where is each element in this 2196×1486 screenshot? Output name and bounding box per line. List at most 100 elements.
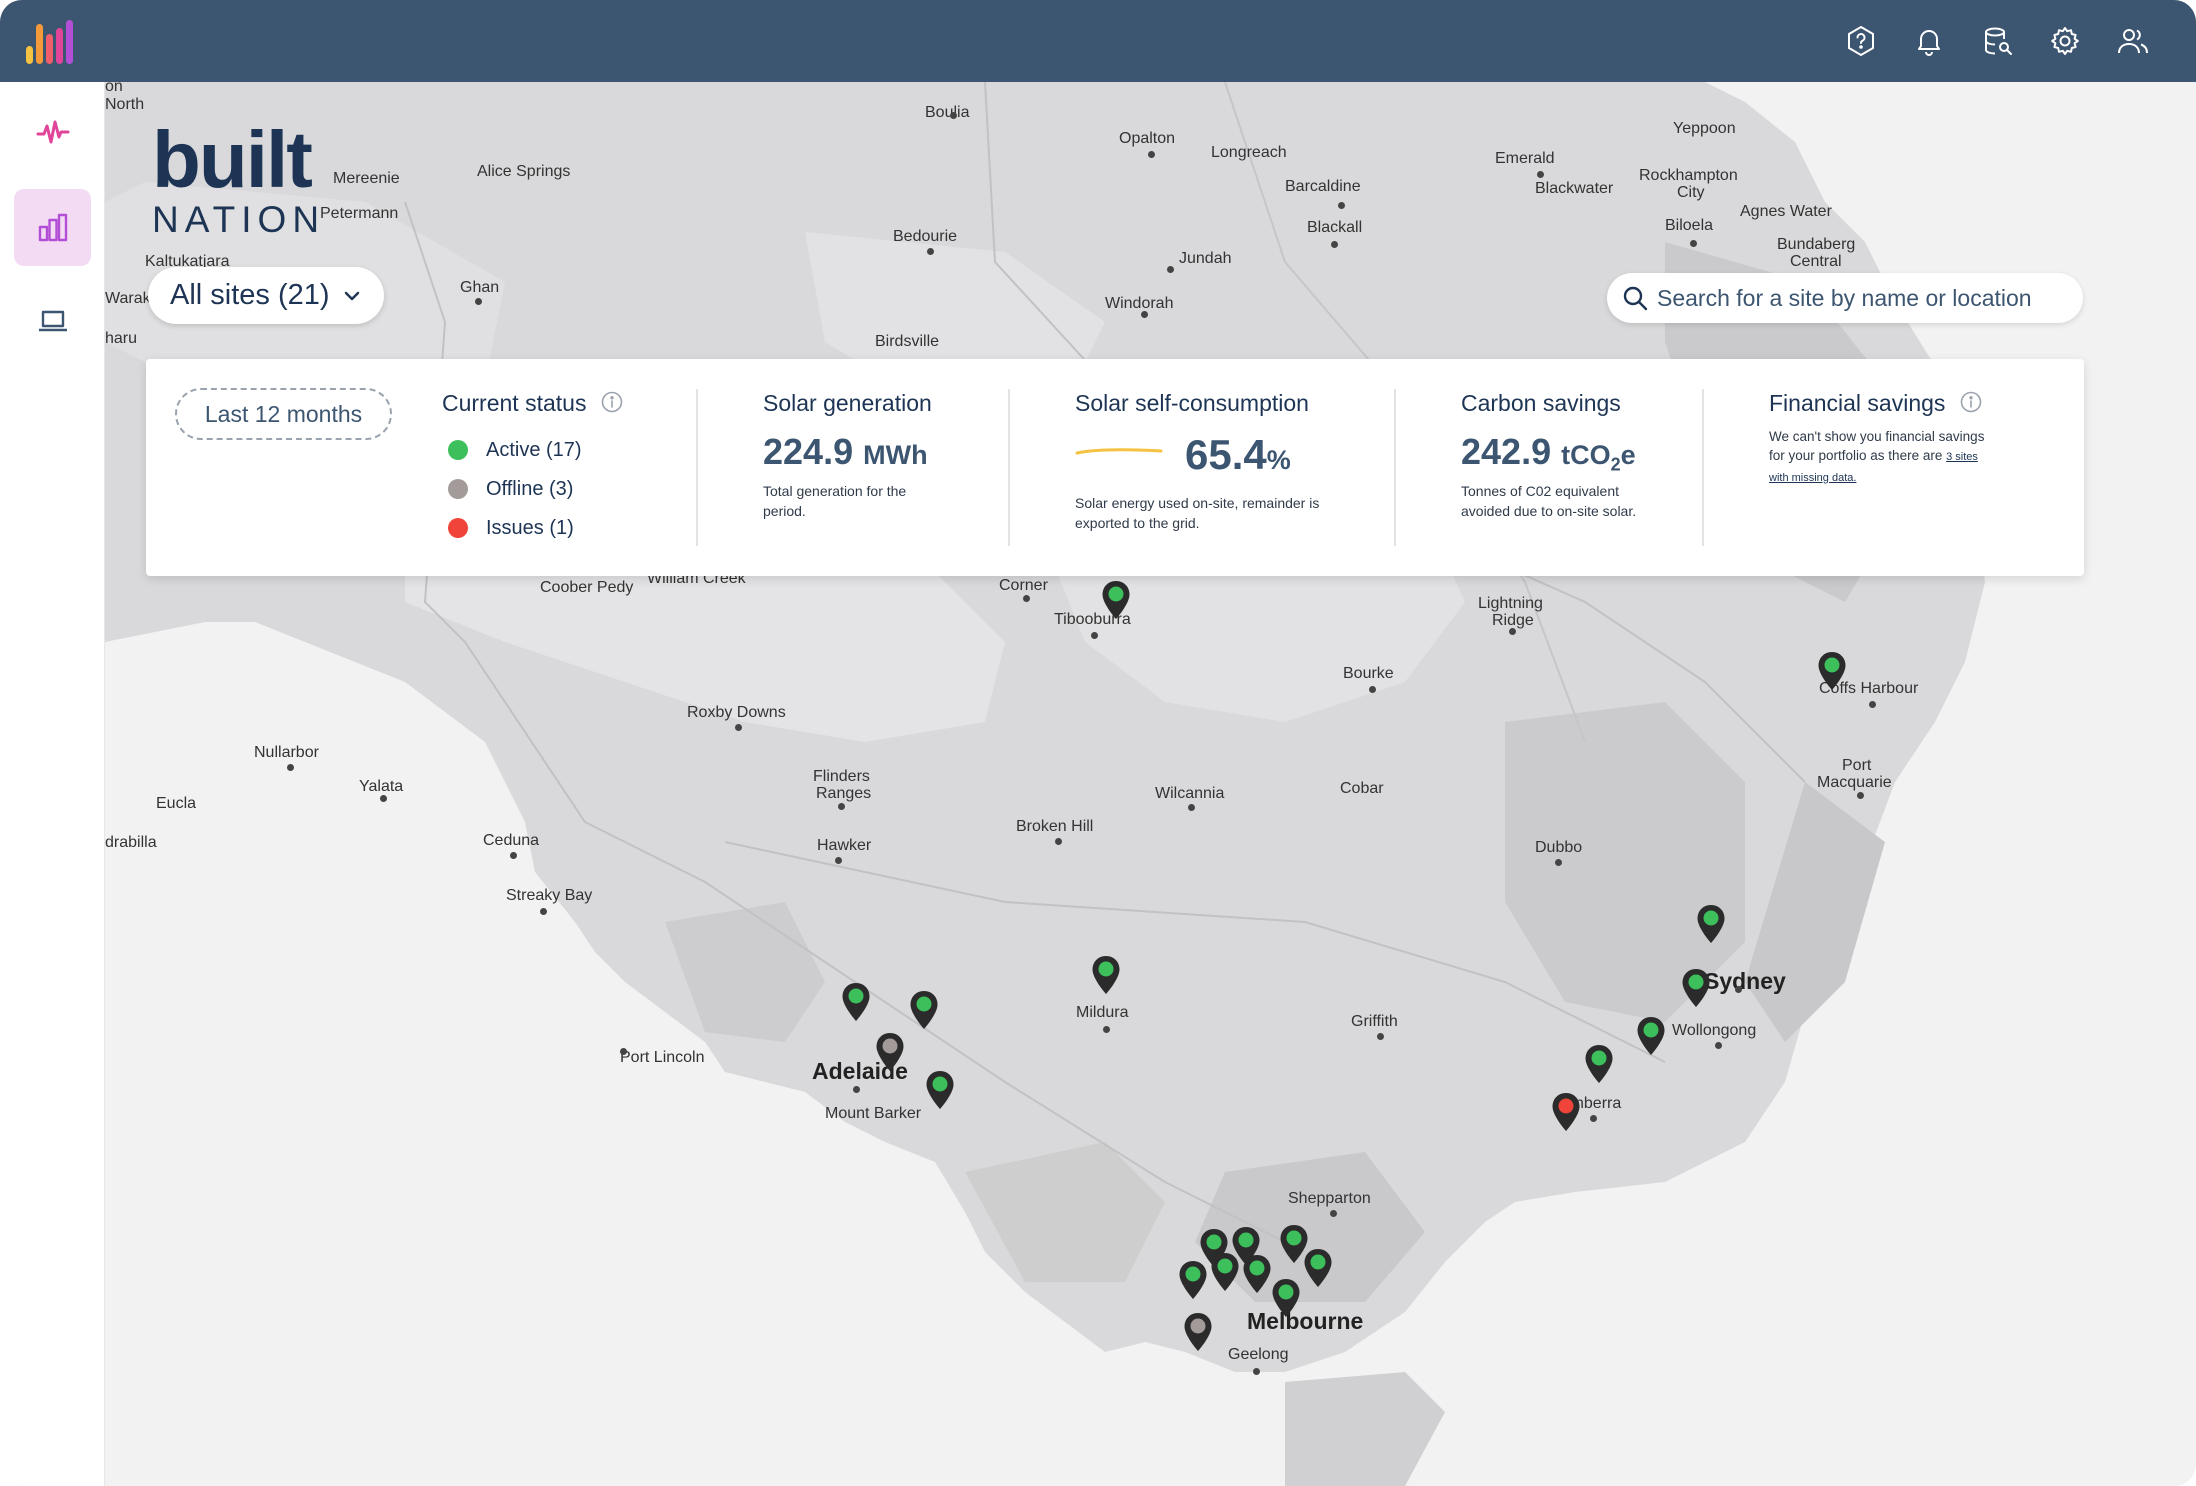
site-pin[interactable]	[1279, 1224, 1309, 1264]
site-pin[interactable]	[1231, 1226, 1261, 1266]
town-dot	[1715, 1042, 1722, 1049]
place-label: Flinders	[813, 768, 870, 785]
site-search	[1607, 273, 2083, 323]
place-label: Griffith	[1351, 1013, 1398, 1030]
town-dot	[1331, 241, 1338, 248]
site-pin[interactable]	[1551, 1092, 1581, 1132]
carbon-savings-number: 242.9	[1461, 431, 1552, 472]
town-dot	[853, 1086, 860, 1093]
status-label-active: Active (17)	[486, 438, 582, 461]
brand-line-2: NATION	[152, 199, 326, 240]
financial-savings-desc: We can't show you financial savings for …	[1769, 427, 1989, 488]
site-pin[interactable]	[1183, 1312, 1213, 1352]
map-pin-icon	[1637, 1017, 1665, 1055]
place-label: Petermann	[320, 205, 399, 222]
map-pin-icon	[1243, 1255, 1271, 1293]
users-icon[interactable]	[2114, 22, 2152, 60]
town-dot	[1857, 792, 1864, 799]
carbon-unit-main: tCO	[1561, 440, 1611, 470]
place-label: Boulia	[925, 104, 970, 121]
map-pin-icon	[1272, 1279, 1300, 1317]
place-label: Nullarbor	[254, 744, 319, 761]
carbon-unit-suffix: e	[1620, 440, 1636, 470]
site-pin[interactable]	[1271, 1278, 1301, 1318]
site-pin[interactable]	[1681, 968, 1711, 1008]
site-pin[interactable]	[1696, 904, 1726, 944]
town-dot	[1253, 1368, 1260, 1375]
sites-filter-dropdown[interactable]: All sites (21)	[148, 267, 384, 324]
site-pin[interactable]	[1178, 1260, 1208, 1300]
self-consumption-desc: Solar energy used on-site, remainder is …	[1075, 495, 1320, 531]
info-icon[interactable]	[601, 391, 623, 413]
chevron-down-icon	[344, 291, 359, 300]
place-label: Yalata	[359, 778, 404, 795]
place-label: Wollongong	[1672, 1022, 1757, 1039]
town-dot	[1148, 151, 1155, 158]
place-label: Wilcannia	[1155, 785, 1225, 802]
site-pin[interactable]	[1636, 1016, 1666, 1056]
map-pin-icon	[876, 1033, 904, 1071]
place-label: Dubbo	[1535, 839, 1583, 856]
missing-data-link[interactable]: 3 sites with missing data.	[1769, 451, 1978, 484]
site-pin[interactable]	[1210, 1252, 1240, 1292]
sidebar-item-devices[interactable]	[14, 282, 91, 359]
activity-icon	[36, 120, 69, 143]
town-dot	[287, 764, 294, 771]
town-dot	[540, 908, 547, 915]
site-pin[interactable]	[925, 1070, 955, 1110]
place-label: Coffs Harbour	[1819, 680, 1919, 697]
site-pin[interactable]	[875, 1032, 905, 1072]
solar-generation-value: 224.9 MWh	[763, 431, 928, 473]
status-label-issues: Issues (1)	[486, 516, 574, 539]
site-pin[interactable]	[1101, 580, 1131, 620]
site-pin[interactable]	[909, 990, 939, 1030]
self-consumption-title: Solar self-consumption	[1075, 390, 1309, 416]
map-pin-icon	[1682, 969, 1710, 1007]
town-dot	[1735, 986, 1742, 993]
place-label: Ridge	[1492, 612, 1534, 629]
town-dot	[735, 724, 742, 731]
carbon-savings-desc: Tonnes of C02 equivalent avoided due to …	[1461, 483, 1637, 519]
map-pin-icon	[926, 1071, 954, 1109]
place-label: haru	[105, 330, 138, 347]
place-label: Yeppoon	[1673, 120, 1736, 137]
town-dot	[1377, 1033, 1384, 1040]
site-pin[interactable]	[1817, 651, 1847, 691]
town-dot	[1338, 202, 1345, 209]
site-pin[interactable]	[1091, 955, 1121, 995]
map-pin-icon	[1697, 905, 1725, 943]
place-label: Mereenie	[333, 170, 400, 187]
map-pin-icon	[1092, 956, 1120, 994]
site-pin[interactable]	[1584, 1044, 1614, 1084]
place-label: Agnes Water	[1740, 203, 1832, 220]
period-selector-button[interactable]: Last 12 months	[175, 388, 392, 440]
place-label: Emerald	[1495, 150, 1555, 167]
current-status-title-text: Current status	[442, 390, 587, 416]
place-label: Mount Barker	[825, 1105, 922, 1122]
gear-icon[interactable]	[2046, 22, 2084, 60]
town-dot	[1555, 859, 1562, 866]
bell-icon[interactable]	[1910, 22, 1948, 60]
database-search-icon[interactable]	[1978, 22, 2016, 60]
self-consumption-value: 65.4%	[1185, 431, 1291, 479]
self-consumption-sparkline	[1075, 448, 1163, 455]
town-dot	[1330, 1210, 1337, 1217]
site-pin[interactable]	[1242, 1254, 1272, 1294]
map-pin-icon	[1184, 1313, 1212, 1351]
site-pin[interactable]	[841, 982, 871, 1022]
info-icon[interactable]	[1960, 391, 1982, 413]
current-status-title: Current status	[442, 390, 623, 417]
help-hexagon-icon[interactable]	[1842, 22, 1880, 60]
sidebar-item-activity[interactable]	[14, 94, 91, 171]
map-pin-icon	[910, 991, 938, 1029]
sidebar-item-portfolio[interactable]	[14, 189, 91, 266]
site-pin[interactable]	[1303, 1248, 1333, 1288]
place-label: Blackwater	[1535, 180, 1614, 197]
search-input[interactable]	[1657, 284, 2077, 312]
place-label: City	[1677, 184, 1705, 201]
map-pin-icon	[1304, 1249, 1332, 1287]
place-label: Geelong	[1228, 1346, 1289, 1363]
place-label: Cobar	[1340, 780, 1384, 797]
app-logo-icon[interactable]	[24, 18, 84, 66]
